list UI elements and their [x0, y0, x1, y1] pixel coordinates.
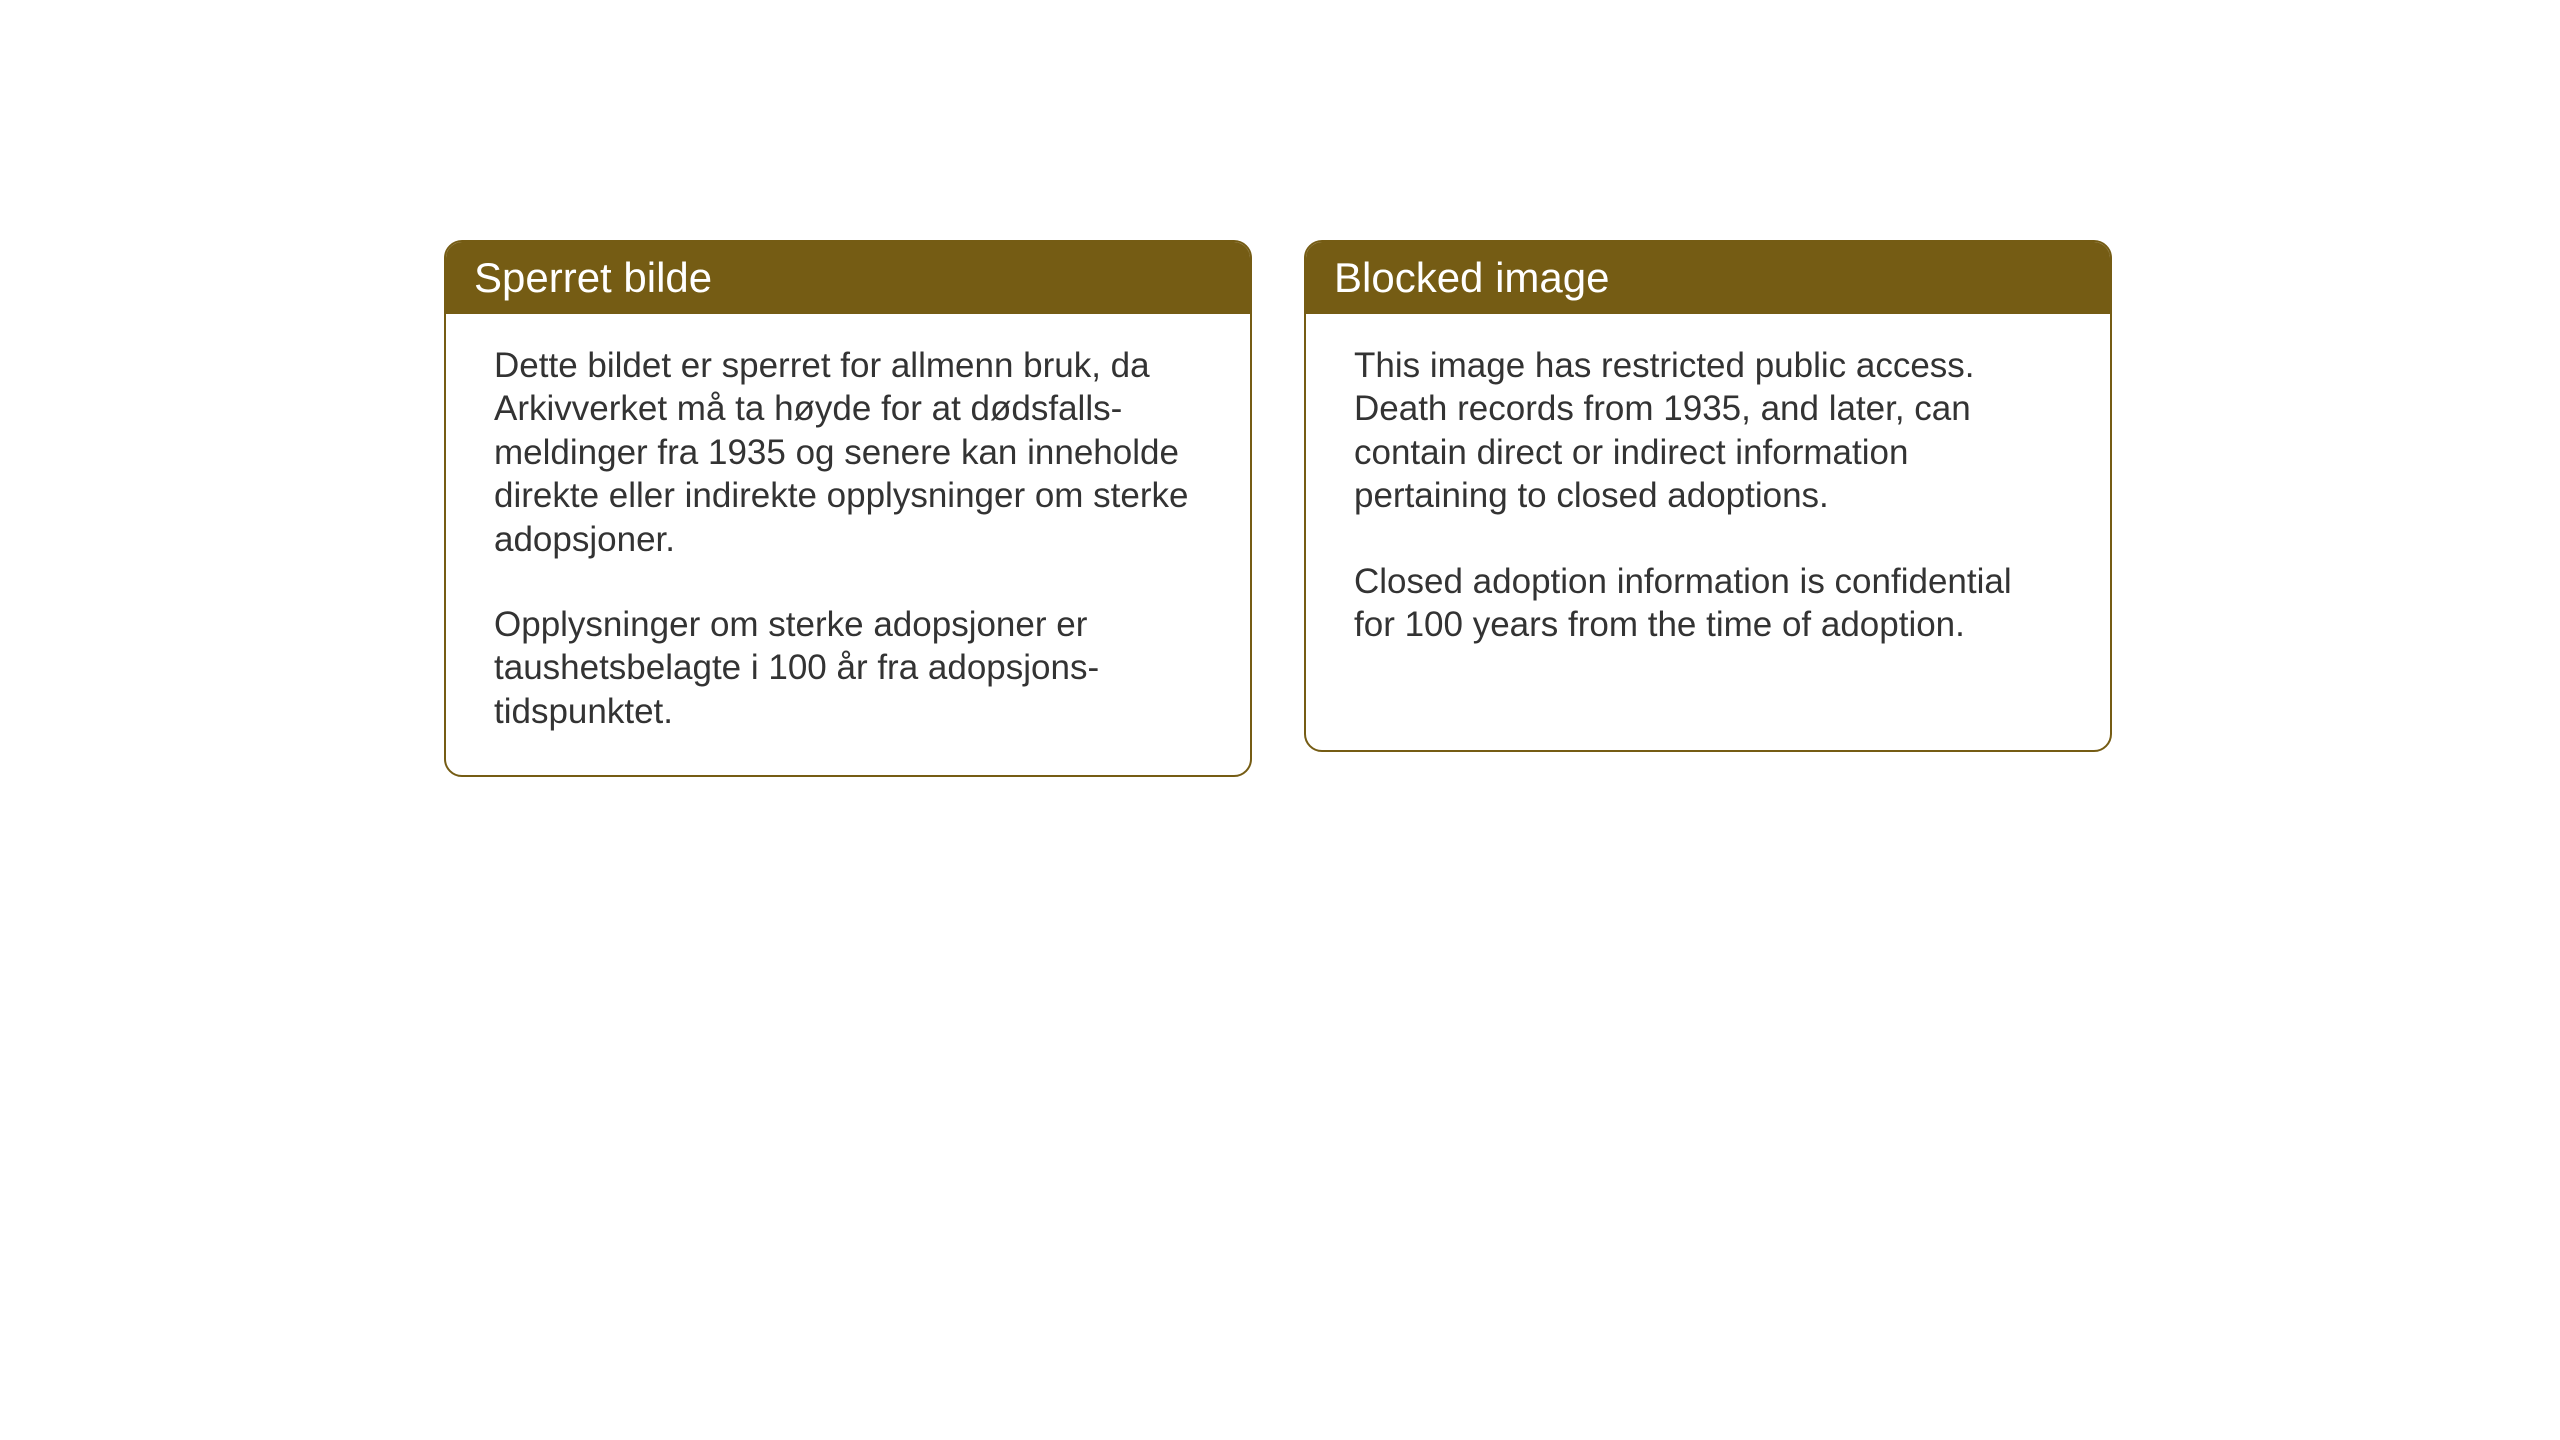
card-norwegian: Sperret bilde Dette bildet er sperret fo…: [444, 240, 1252, 777]
card-english: Blocked image This image has restricted …: [1304, 240, 2112, 752]
card-paragraph-1-english: This image has restricted public access.…: [1354, 344, 2062, 518]
card-body-english: This image has restricted public access.…: [1306, 314, 2110, 688]
card-title-english: Blocked image: [1334, 254, 1609, 301]
card-paragraph-1-norwegian: Dette bildet er sperret for allmenn bruk…: [494, 344, 1202, 561]
card-header-norwegian: Sperret bilde: [446, 242, 1250, 314]
cards-container: Sperret bilde Dette bildet er sperret fo…: [0, 0, 2560, 777]
card-body-norwegian: Dette bildet er sperret for allmenn bruk…: [446, 314, 1250, 775]
card-title-norwegian: Sperret bilde: [474, 254, 712, 301]
card-paragraph-2-norwegian: Opplysninger om sterke adopsjoner er tau…: [494, 603, 1202, 733]
card-header-english: Blocked image: [1306, 242, 2110, 314]
card-paragraph-2-english: Closed adoption information is confident…: [1354, 560, 2062, 647]
